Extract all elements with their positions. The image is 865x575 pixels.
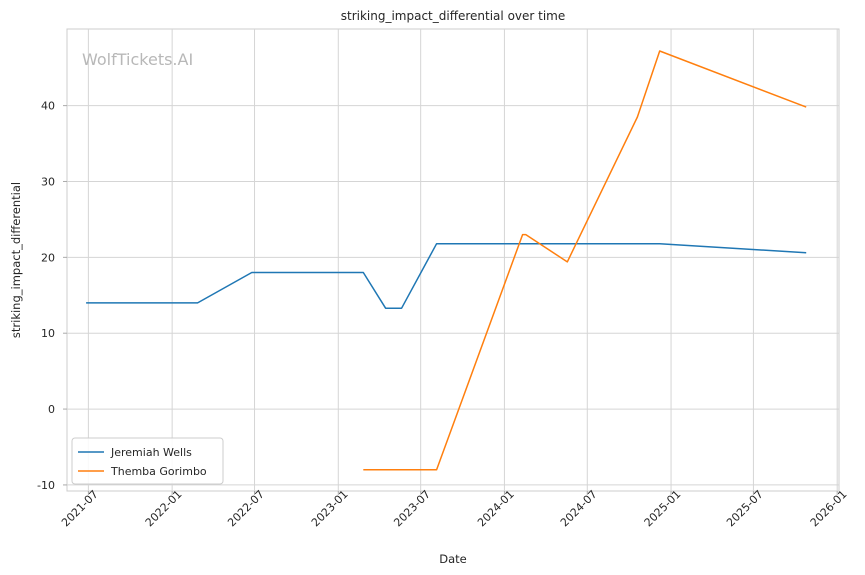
x-tick-label: 2026-01 [808, 488, 850, 530]
y-tick-label: 20 [41, 251, 55, 264]
y-tick-label: 40 [41, 100, 55, 113]
series-line-2 [363, 50, 807, 471]
grid-lines [67, 29, 839, 491]
x-tick-label: 2024-01 [475, 488, 517, 530]
plot-area [66, 28, 840, 492]
x-tick-label: 2023-07 [391, 488, 433, 530]
x-tick-label: 2025-07 [724, 488, 766, 530]
series-lines [86, 50, 807, 471]
y-tick-label: 30 [41, 175, 55, 188]
x-tick-label: 2022-01 [143, 488, 185, 530]
legend-label: Themba Gorimbo [110, 465, 207, 478]
y-tick-label: 0 [48, 403, 55, 416]
y-tick-label: -10 [37, 479, 55, 492]
x-axis-ticks: 2021-07 2022-01 2022-07 2023-01 2023-07 2024-… [59, 488, 849, 530]
x-tick-label: 2021-07 [59, 488, 101, 530]
y-axis-label: striking_impact_differential [9, 182, 23, 338]
legend: Jeremiah Wells Themba Gorimbo [71, 437, 224, 485]
x-tick-label: 2023-01 [309, 488, 351, 530]
y-tick-label: 10 [41, 327, 55, 340]
legend-box [71, 437, 224, 485]
x-tick-label: 2025-01 [642, 488, 684, 530]
legend-label: Jeremiah Wells [110, 446, 192, 459]
plot-frame [66, 28, 840, 492]
x-tick-label: 2022-07 [225, 488, 267, 530]
chart-title: striking_impact_differential over time [341, 9, 566, 23]
x-axis-label: Date [439, 552, 467, 566]
y-axis-ticks: -10 0 10 20 30 40 [37, 100, 67, 492]
series-line-1 [86, 242, 807, 309]
watermark: WolfTickets.AI [82, 50, 193, 69]
x-tick-label: 2024-07 [558, 488, 600, 530]
